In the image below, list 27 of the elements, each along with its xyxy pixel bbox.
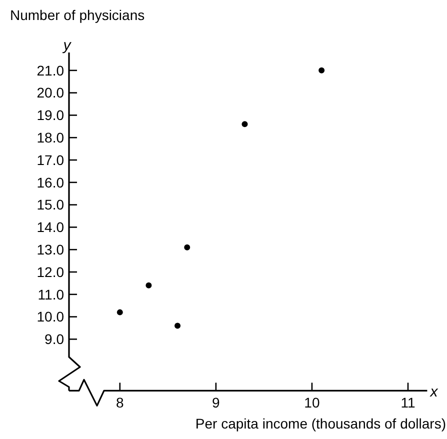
text: x: [429, 384, 438, 401]
x-axis-title: Per capita income (thousands of dollars): [195, 416, 446, 432]
y-tick-label: 19.0: [36, 107, 64, 124]
y-tick-label: 16.0: [36, 174, 64, 190]
y-tick-label: 12.0: [36, 264, 64, 280]
x-tick-label: 10: [304, 394, 320, 411]
point: [318, 67, 325, 74]
y-tick-label: 14.0: [36, 219, 64, 236]
y-tick-label: 10.0: [36, 308, 64, 325]
annotation: y: [62, 37, 72, 54]
y-tick-label: 17.0: [36, 152, 64, 168]
y-tick-label: 15.0: [36, 196, 64, 213]
y-tick-label: 18.0: [36, 130, 64, 146]
y-tick-label: 9.0: [44, 331, 64, 348]
y-tick-label: 11.0: [38, 286, 64, 302]
y-tick-label: 20.0: [36, 84, 64, 101]
x-tick-label: 8: [116, 394, 124, 411]
y-axis-title: Number of physicians: [10, 7, 145, 23]
point: [116, 309, 123, 316]
x-tick-label: 9: [212, 394, 220, 411]
x-tick-label: 11: [400, 394, 416, 411]
point: [184, 244, 190, 250]
point: [146, 282, 152, 288]
point: [242, 121, 248, 128]
y-tick-label: 21.0: [36, 62, 64, 78]
y-tick-label: 13.0: [36, 241, 64, 258]
point: [174, 322, 181, 329]
